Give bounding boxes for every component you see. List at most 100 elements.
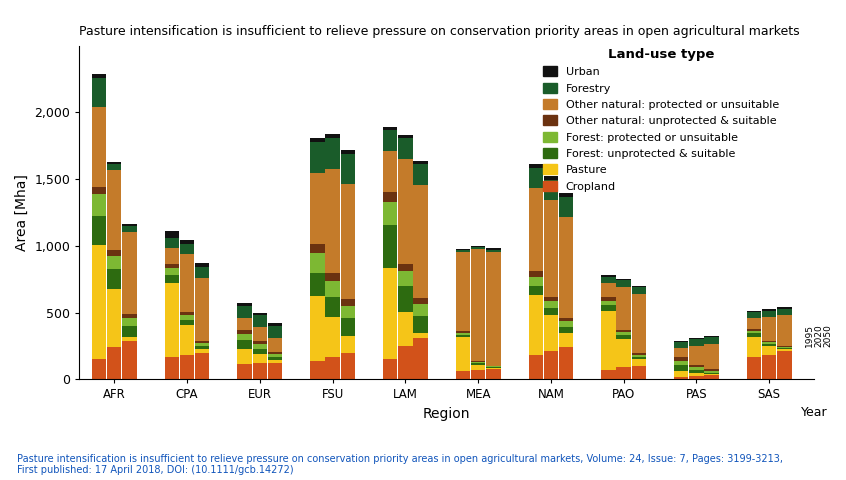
Bar (383, 151, 398, 192)
Bar (383, 268, 398, 359)
Bar (762, 342, 777, 344)
Bar (617, 332, 631, 336)
Bar (326, 316, 340, 357)
Bar (602, 311, 616, 370)
Bar (777, 349, 792, 351)
Bar (180, 243, 195, 253)
Bar (165, 264, 179, 268)
Bar (471, 364, 486, 370)
Bar (268, 323, 283, 326)
Bar (762, 355, 777, 379)
Bar (165, 283, 179, 357)
Bar (92, 78, 107, 107)
Bar (268, 363, 283, 379)
Bar (486, 369, 501, 379)
Bar (689, 373, 704, 376)
Bar (674, 371, 689, 377)
Bar (617, 368, 631, 379)
Bar (122, 232, 137, 314)
Text: 1995: 1995 (805, 324, 815, 347)
Bar (195, 346, 210, 349)
Bar (456, 333, 470, 335)
Bar (122, 326, 137, 336)
Bar (107, 170, 122, 251)
Bar (180, 325, 195, 355)
Bar (559, 333, 574, 347)
Bar (747, 357, 761, 379)
Bar (238, 334, 252, 340)
Bar (777, 307, 792, 309)
Bar (268, 354, 283, 357)
Bar (747, 333, 761, 336)
Bar (414, 333, 428, 338)
Bar (341, 306, 355, 318)
Bar (195, 349, 210, 352)
Bar (705, 369, 719, 371)
Bar (92, 359, 107, 379)
Bar (544, 315, 558, 351)
Text: 2020: 2020 (814, 324, 823, 347)
Bar (326, 357, 340, 379)
Bar (310, 138, 325, 143)
Bar (107, 256, 122, 268)
Bar (486, 251, 501, 252)
Bar (180, 253, 195, 312)
Bar (617, 339, 631, 368)
Bar (674, 360, 689, 365)
Legend: Urban, Forestry, Other natural: protected or unsuitable, Other natural: unprotec: Urban, Forestry, Other natural: protecte… (540, 45, 783, 195)
Bar (689, 370, 704, 373)
Bar (195, 278, 210, 341)
Bar (617, 279, 631, 280)
Bar (689, 365, 704, 367)
Bar (398, 346, 413, 379)
Bar (253, 344, 267, 348)
Bar (632, 357, 646, 359)
Bar (456, 331, 470, 333)
Bar (747, 312, 761, 318)
Bar (414, 161, 428, 164)
Bar (777, 315, 792, 346)
Bar (486, 367, 501, 368)
Bar (122, 227, 137, 232)
Bar (107, 165, 122, 170)
Bar (383, 127, 398, 130)
Bar (122, 314, 137, 318)
Bar (341, 318, 355, 336)
Bar (689, 339, 704, 346)
Bar (777, 309, 792, 315)
Y-axis label: Area [Mha]: Area [Mha] (15, 174, 29, 251)
Bar (689, 338, 704, 339)
Bar (544, 308, 558, 315)
Bar (414, 338, 428, 379)
Bar (165, 275, 179, 283)
Bar (456, 336, 470, 371)
Bar (762, 311, 777, 317)
Bar (674, 340, 689, 342)
Bar (92, 245, 107, 359)
Bar (777, 347, 792, 348)
Bar (92, 74, 107, 78)
Bar (326, 297, 340, 316)
Bar (632, 353, 646, 355)
Bar (559, 321, 574, 327)
Bar (456, 249, 470, 251)
Bar (180, 315, 195, 320)
Bar (253, 313, 267, 315)
Bar (165, 357, 179, 379)
Text: Year: Year (801, 406, 827, 419)
Bar (689, 346, 704, 365)
Bar (107, 162, 122, 165)
Bar (529, 164, 543, 168)
Bar (398, 312, 413, 346)
Bar (238, 349, 252, 364)
Bar (705, 337, 719, 344)
Bar (238, 364, 252, 379)
Bar (762, 310, 777, 311)
Bar (383, 359, 398, 379)
Bar (238, 318, 252, 330)
Bar (617, 280, 631, 287)
Bar (383, 202, 398, 225)
Bar (326, 273, 340, 281)
Bar (632, 359, 646, 366)
Bar (310, 253, 325, 273)
